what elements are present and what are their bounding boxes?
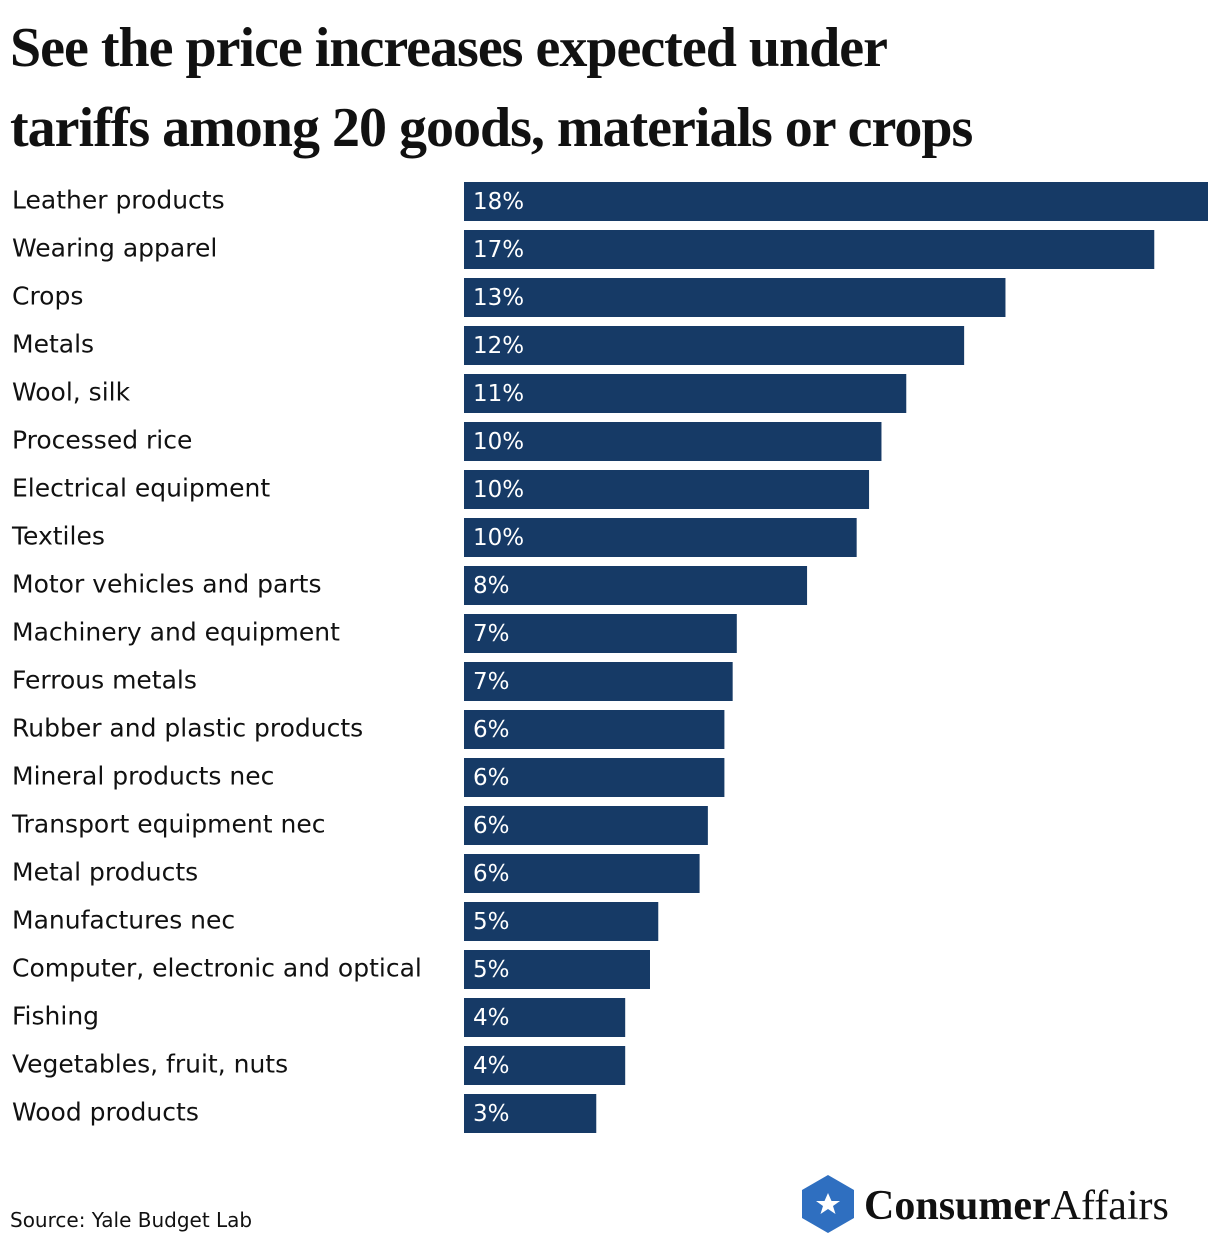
category-label: Computer, electronic and optical [12,954,422,983]
category-label: Textiles [11,522,105,551]
value-label: 5% [473,909,510,935]
value-label: 7% [473,621,510,647]
bar [464,470,870,509]
value-label: 6% [473,813,510,839]
value-label: 11% [473,381,524,407]
bar [464,422,882,461]
category-label: Electrical equipment [12,474,270,503]
category-label: Metals [12,330,94,359]
value-label: 10% [473,477,524,503]
value-label: 4% [473,1053,510,1079]
bar [464,662,733,701]
category-label: Processed rice [12,426,192,455]
category-label: Rubber and plastic products [12,714,363,743]
category-label: Wool, silk [12,378,131,407]
value-label: 5% [473,957,510,983]
value-label: 3% [473,1101,510,1127]
bar [464,710,725,749]
bar [464,806,708,845]
chart-title: See the price increases expected under ta… [10,17,972,159]
bar [464,1046,626,1085]
logo-bold: Consumer [864,1183,1051,1229]
bar [464,950,650,989]
value-label: 4% [473,1005,510,1031]
bar [464,278,1006,317]
bar [464,374,907,413]
bar [464,854,700,893]
category-label: Mineral products nec [12,762,274,791]
bar [464,566,808,605]
logo-light: Affairs [1051,1183,1169,1229]
category-label: Fishing [12,1002,99,1031]
category-label: Crops [12,282,83,311]
logo-text: ConsumerAffairs [864,1183,1169,1229]
category-label: Manufactures nec [12,906,235,935]
bar [464,230,1155,269]
category-label: Metal products [12,858,198,887]
value-label: 18% [473,189,524,215]
bar [464,902,659,941]
value-label: 6% [473,717,510,743]
category-label: Ferrous metals [12,666,197,695]
bar [464,326,965,365]
category-label: Transport equipment nec [11,810,325,839]
category-label: Motor vehicles and parts [12,570,321,599]
logo: ConsumerAffairs [802,1175,1169,1233]
logo-star [816,1193,840,1214]
value-label: 10% [473,525,524,551]
bar [464,614,737,653]
category-label: Wearing apparel [12,234,217,263]
bar [464,518,857,557]
bar [464,998,626,1037]
category-label: Leather products [12,186,225,215]
bar [464,182,1208,221]
bar [464,1094,597,1133]
value-label: 10% [473,429,524,455]
value-label: 12% [473,333,524,359]
value-label: 6% [473,765,510,791]
value-label: 7% [473,669,510,695]
category-label: Vegetables, fruit, nuts [12,1050,288,1079]
bar [464,758,725,797]
category-label: Machinery and equipment [12,618,340,647]
source: Source: Yale Budget Lab [10,1208,252,1232]
value-label: 6% [473,861,510,887]
value-label: 8% [473,573,510,599]
category-label: Wood products [12,1098,199,1127]
value-label: 13% [473,285,524,311]
value-label: 17% [473,237,524,263]
